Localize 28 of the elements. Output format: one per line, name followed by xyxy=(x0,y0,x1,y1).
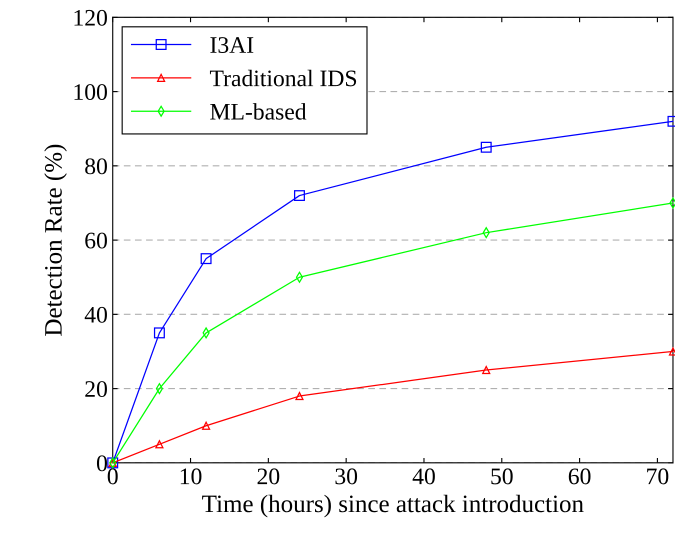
y-tick-label: 60 xyxy=(85,232,107,249)
y-tick-label: 120 xyxy=(74,10,107,26)
legend-label: I3AI xyxy=(210,37,254,53)
x-tick-label: 60 xyxy=(568,468,591,484)
x-tick-label: 20 xyxy=(258,468,280,484)
point xyxy=(480,142,492,153)
point xyxy=(200,253,212,264)
y-tick-label: 0 xyxy=(96,455,107,472)
x-tick-label: 70 xyxy=(647,468,668,484)
x-tick-label: 50 xyxy=(491,468,513,484)
y-axis-title: Detection Rate (%) xyxy=(44,144,67,336)
y-tick-label: 100 xyxy=(74,84,107,100)
y-tick-label: 80 xyxy=(85,158,107,174)
x-axis-title: Time (hours) since attack introduction xyxy=(202,494,584,518)
point xyxy=(482,366,490,374)
point xyxy=(202,422,210,430)
legend-label: Traditional IDS xyxy=(210,70,356,86)
x-tick-label: 0 xyxy=(108,468,118,484)
x-tick-label: 10 xyxy=(180,468,202,484)
legend-label: ML-based xyxy=(210,103,306,120)
y-tick-label: 40 xyxy=(84,306,107,323)
x-tick-label: 40 xyxy=(412,468,435,484)
point xyxy=(155,440,164,448)
x-tick-label: 30 xyxy=(335,468,358,484)
point xyxy=(295,392,304,400)
point xyxy=(294,190,305,202)
y-tick-label: 20 xyxy=(85,381,107,398)
point xyxy=(154,327,165,338)
